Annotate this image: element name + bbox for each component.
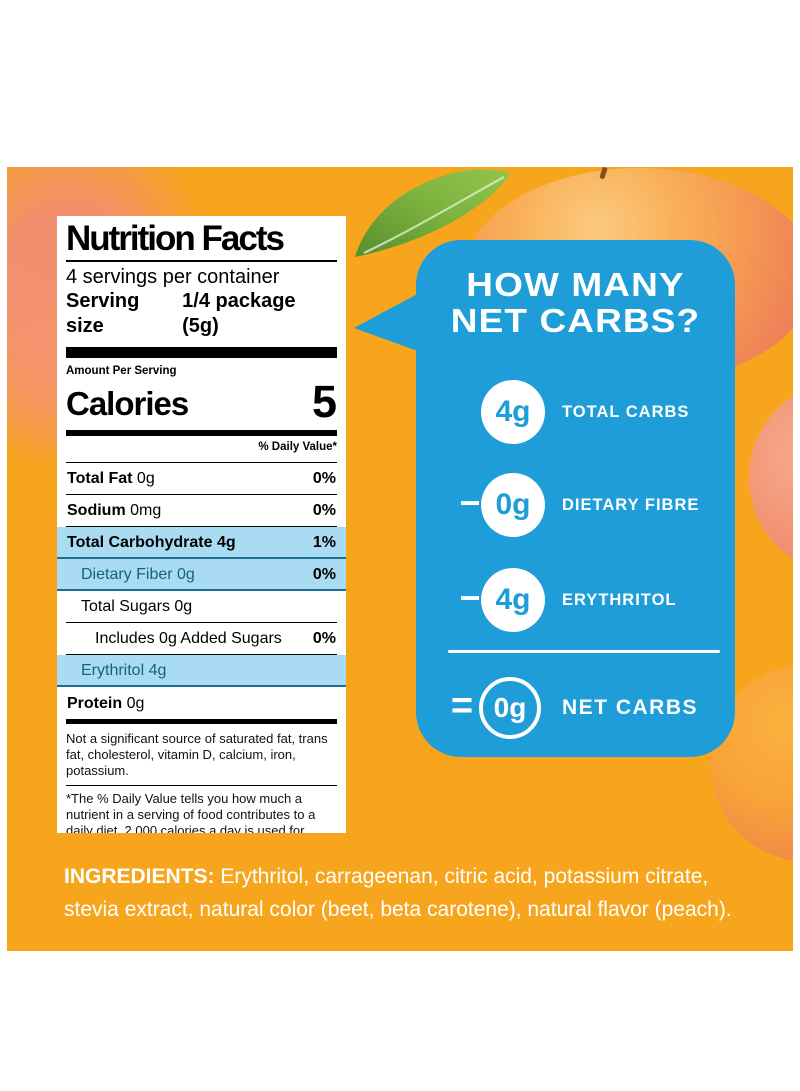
- minus-operator: −: [459, 482, 481, 523]
- value-badge: 4g: [481, 568, 545, 632]
- nutrition-facts-title: Nutrition Facts: [66, 219, 285, 258]
- row-protein: Protein 0g: [67, 694, 145, 712]
- divider: [66, 785, 337, 786]
- net-carbs-bubble: HOW MANY NET CARBS? 4g TOTAL CARBS − 0g …: [416, 240, 735, 757]
- calories-value: 5: [311, 376, 337, 427]
- row-total-sugars: Total Sugars 0g: [66, 591, 337, 623]
- speech-bubble-tail-icon: [354, 291, 423, 353]
- ingredients-line2: stevia extract, natural color (beet, bet…: [64, 898, 732, 921]
- row-total-carbohydrate: Total Carbohydrate 4g 1%: [57, 527, 346, 559]
- serving-size-row: Serving size 1/4 package (5g): [66, 289, 337, 339]
- net-carbs-result-row: = 0g NET CARBS: [416, 676, 735, 740]
- amount-per-serving: Amount Per Serving: [66, 365, 177, 377]
- thick-divider: [66, 719, 337, 724]
- row-total-fat: Total Fat 0g 0%: [66, 463, 337, 495]
- net-carbs-label: NET CARBS: [562, 696, 699, 719]
- row-sodium: Sodium 0mg 0%: [66, 495, 337, 527]
- leaf-icon: [355, 169, 510, 257]
- servings-per-container: 4 servings per container: [66, 266, 280, 288]
- ingredients-line1: INGREDIENTS: Erythritol, carrageenan, ci…: [64, 865, 709, 888]
- carb-row-label: ERYTHRITOL: [562, 590, 677, 609]
- bubble-title: HOW MANY NET CARBS?: [397, 267, 754, 339]
- calories-label: Calories: [66, 385, 189, 422]
- peach-blob-right-icon: [749, 380, 793, 575]
- carb-row-erythritol: − 4g ERYTHRITOL: [416, 568, 735, 632]
- sum-divider: [448, 650, 720, 653]
- carb-row-dietary-fibre: − 0g DIETARY FIBRE: [416, 473, 735, 537]
- serving-size-label: Serving size: [66, 290, 140, 337]
- divider: [66, 260, 337, 262]
- ingredients-label: INGREDIENTS:: [64, 865, 215, 888]
- footnote-not-significant: Not a significant source of saturated fa…: [66, 731, 328, 778]
- ingredients-text: INGREDIENTS: Erythritol, carrageenan, ci…: [64, 860, 780, 926]
- calories-row: Calories 5: [66, 376, 337, 427]
- bubble-title-line1: HOW MANY: [466, 266, 685, 303]
- minus-operator: −: [459, 577, 481, 618]
- footnote-daily-value: *The % Daily Value tells you how much a …: [66, 791, 316, 833]
- bubble-title-line2: NET CARBS?: [450, 302, 701, 339]
- carb-row-label: TOTAL CARBS: [562, 402, 690, 421]
- net-carbs-value-badge: 0g: [479, 677, 541, 739]
- thick-divider: [66, 347, 337, 358]
- nutrient-rows: Total Fat 0g 0% Sodium 0mg 0% Total Carb…: [57, 462, 346, 719]
- nutrition-facts-label: Nutrition Facts 4 servings per container…: [57, 216, 346, 833]
- equals-operator: =: [450, 685, 474, 727]
- daily-value-header: % Daily Value*: [258, 441, 337, 453]
- row-dietary-fiber: Dietary Fiber 0g 0%: [57, 559, 346, 591]
- row-erythritol: Erythritol 4g: [57, 655, 346, 687]
- carb-row-total-carbs: 4g TOTAL CARBS: [416, 380, 735, 444]
- serving-size-value: 1/4 package (5g): [182, 290, 296, 337]
- value-badge: 4g: [481, 380, 545, 444]
- thick-divider: [66, 430, 337, 436]
- row-added-sugars: Includes 0g Added Sugars 0%: [66, 623, 337, 655]
- value-badge: 0g: [481, 473, 545, 537]
- carb-row-label: DIETARY FIBRE: [562, 495, 700, 514]
